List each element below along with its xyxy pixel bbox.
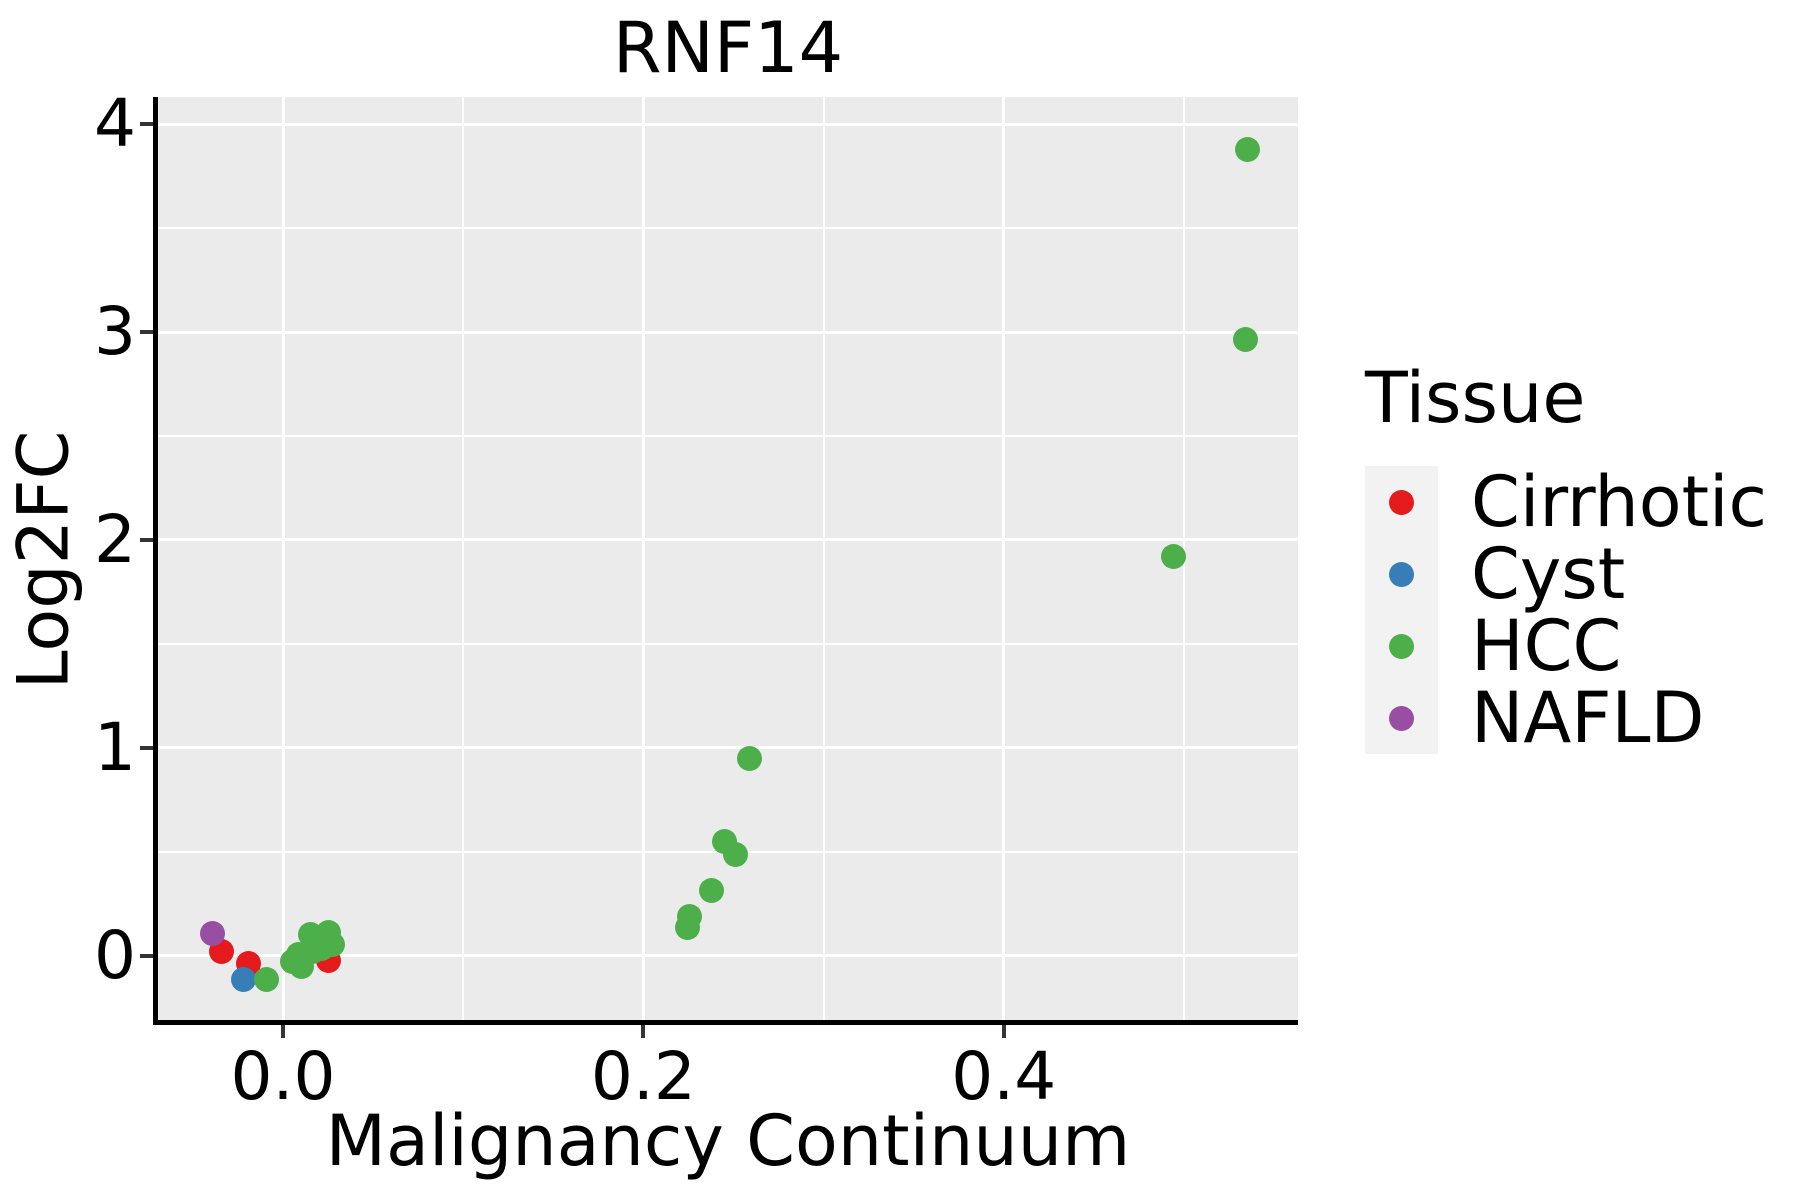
x-tick-label: 0.2 [590, 1038, 696, 1115]
gridline-horizontal [158, 227, 1298, 230]
y-tick-label: 4 [94, 85, 136, 163]
legend-items: Cirrhotic Cyst HCC NAFLD [1365, 466, 1785, 754]
gridline-vertical [462, 97, 465, 1020]
data-point-hcc [254, 967, 280, 993]
data-point-nafld [200, 921, 226, 947]
gridline-horizontal [158, 435, 1298, 437]
legend-label: NAFLD [1471, 677, 1705, 759]
legend-row-hcc: HCC [1365, 610, 1785, 682]
data-point-hcc [1232, 326, 1258, 352]
legend-label: Cyst [1471, 533, 1626, 615]
y-tick-label: 2 [94, 500, 136, 578]
x-tick-mark [281, 1025, 286, 1038]
gridline-vertical [641, 97, 645, 1020]
gridline-horizontal [158, 330, 1298, 334]
plot-panel [158, 97, 1298, 1020]
y-tick-label: 3 [94, 293, 136, 370]
data-point-hcc [699, 877, 725, 903]
y-tick-label: 0 [94, 916, 136, 994]
y-axis-title: Log2FC [2, 430, 85, 690]
y-tick-mark [140, 330, 153, 334]
gridline-horizontal [158, 954, 1298, 958]
y-tick-label: 1 [94, 708, 136, 786]
data-point-hcc [289, 954, 315, 980]
legend-key [1365, 466, 1438, 538]
x-axis-title: Malignancy Continuum [325, 1100, 1131, 1182]
x-tick-mark [641, 1025, 646, 1038]
y-tick-mark [140, 122, 153, 127]
gridline-horizontal [158, 746, 1298, 750]
legend-dot-icon [1389, 705, 1414, 731]
gridline-vertical [822, 97, 825, 1020]
legend-title: Tissue [1365, 357, 1586, 439]
data-point-cyst [230, 967, 256, 993]
gridline-vertical [1002, 97, 1006, 1020]
legend-dot-icon [1389, 561, 1414, 587]
x-tick-mark [1001, 1025, 1006, 1038]
y-tick-mark [140, 953, 153, 958]
gridline-horizontal [158, 122, 1298, 126]
data-point-hcc [674, 915, 700, 941]
x-tick-label: 0.0 [230, 1038, 336, 1115]
legend-dot-icon [1389, 489, 1414, 515]
legend-row-cirrhotic: Cirrhotic [1365, 466, 1785, 538]
data-point-hcc [737, 746, 763, 772]
plot-title: RNF14 [612, 7, 844, 89]
gridline-horizontal [158, 538, 1298, 542]
x-axis-line [153, 1020, 1298, 1025]
legend: Tissue Cirrhotic Cyst HCC NAFLD [1365, 356, 1785, 754]
y-tick-mark [140, 745, 153, 750]
legend-label: Cirrhotic [1471, 461, 1767, 543]
legend-dot-icon [1389, 633, 1414, 659]
legend-row-cyst: Cyst [1365, 538, 1785, 610]
data-point-hcc [1234, 137, 1260, 163]
y-axis-line [153, 97, 158, 1025]
legend-key [1365, 682, 1438, 754]
gridline-vertical [281, 97, 285, 1020]
legend-key [1365, 538, 1438, 610]
legend-row-nafld: NAFLD [1365, 682, 1785, 754]
data-point-hcc [722, 842, 748, 868]
data-point-hcc [1160, 543, 1186, 569]
legend-label: HCC [1471, 605, 1622, 687]
legend-key [1365, 610, 1438, 682]
x-tick-label: 0.4 [951, 1038, 1057, 1115]
gridline-horizontal [158, 642, 1298, 645]
y-tick-mark [140, 537, 153, 542]
